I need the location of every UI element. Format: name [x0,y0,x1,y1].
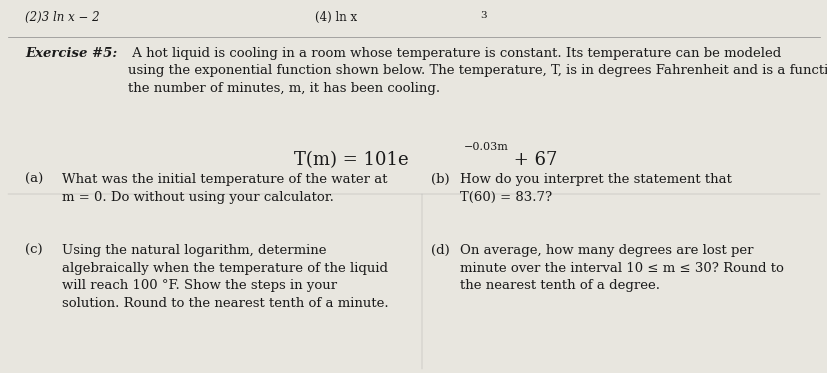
Text: (a): (a) [25,173,43,186]
Text: How do you interpret the statement that
T(60) = 83.7?: How do you interpret the statement that … [459,173,730,204]
Text: A hot liquid is cooling in a room whose temperature is constant. Its temperature: A hot liquid is cooling in a room whose … [128,47,827,95]
Text: (2)3 ln x − 2: (2)3 ln x − 2 [25,11,99,24]
Text: Using the natural logarithm, determine
algebraically when the temperature of the: Using the natural logarithm, determine a… [62,244,388,310]
Text: T(m) = 101e: T(m) = 101e [294,151,408,169]
Text: Exercise #5:: Exercise #5: [25,47,117,60]
Text: (d): (d) [430,244,449,257]
Text: (b): (b) [430,173,448,186]
Text: −0.03m: −0.03m [463,142,508,152]
Text: 3: 3 [480,11,486,20]
Text: + 67: + 67 [507,151,557,169]
Text: (4) ln x: (4) ln x [314,11,356,24]
Text: (c): (c) [25,244,42,257]
Text: On average, how many degrees are lost per
minute over the interval 10 ≤ m ≤ 30? : On average, how many degrees are lost pe… [459,244,782,292]
Text: What was the initial temperature of the water at
m = 0. Do without using your ca: What was the initial temperature of the … [62,173,387,204]
